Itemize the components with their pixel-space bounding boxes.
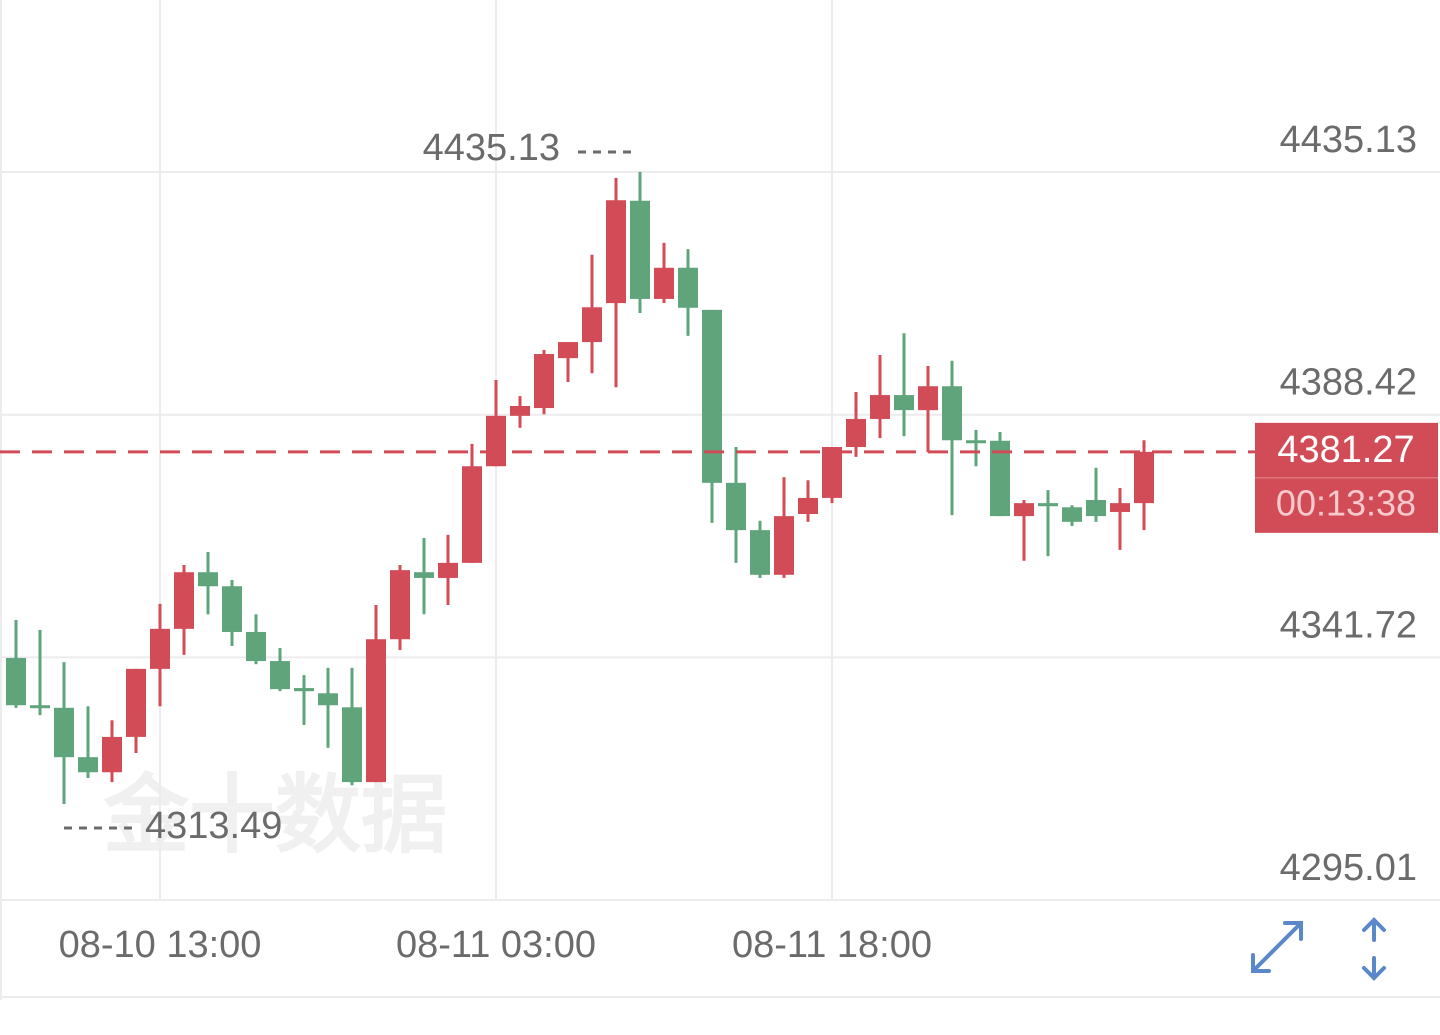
- candle-body: [870, 395, 890, 419]
- candle-body: [390, 570, 410, 640]
- candle-body: [366, 639, 386, 783]
- candle-body: [486, 415, 506, 467]
- candle-body: [294, 688, 314, 692]
- candle-body: [126, 668, 146, 737]
- candle-body: [1038, 503, 1058, 507]
- candle-body: [174, 572, 194, 629]
- candle-body: [342, 707, 362, 783]
- candle-body: [1086, 500, 1106, 517]
- candle-body: [102, 736, 122, 773]
- high-annotation: 4435.13: [423, 127, 560, 169]
- vertical-scale-icon[interactable]: [1362, 917, 1386, 981]
- candle-body: [222, 586, 242, 632]
- x-tick-label: 08-11 03:00: [396, 924, 596, 966]
- y-tick-label: 4295.01: [1280, 847, 1417, 889]
- current-price-label: 4381.27: [1277, 429, 1414, 471]
- candle-body: [990, 440, 1010, 517]
- candle-body: [1134, 451, 1154, 504]
- low-annotation: 4313.49: [145, 805, 282, 847]
- candle-body: [1014, 503, 1034, 517]
- y-tick-label: 4388.42: [1280, 362, 1417, 404]
- candle-body: [894, 395, 914, 411]
- candle-body: [1110, 503, 1130, 512]
- x-tick-label: 08-10 13:00: [59, 924, 262, 966]
- candle-body: [774, 516, 794, 575]
- candle-body: [726, 482, 746, 531]
- candle-body: [606, 200, 626, 304]
- candle-body: [198, 572, 218, 587]
- candle-body: [30, 705, 50, 709]
- candle-body: [246, 631, 266, 662]
- candle-body: [582, 307, 602, 343]
- candle-body: [918, 386, 938, 411]
- y-tick-label: 4435.13: [1280, 119, 1417, 161]
- candle-body: [150, 628, 170, 669]
- candle-body: [6, 657, 26, 706]
- x-tick-label: 08-11 18:00: [732, 924, 932, 966]
- candle-body: [414, 572, 434, 578]
- candle-body: [846, 418, 866, 448]
- candle-body: [942, 386, 962, 441]
- candle-body: [1062, 507, 1082, 522]
- candle-body: [438, 562, 458, 578]
- countdown-label: 00:13:38: [1276, 482, 1416, 523]
- expand-icon[interactable]: [1251, 921, 1303, 973]
- candle-body: [270, 661, 290, 690]
- candle-body: [702, 309, 722, 483]
- candle-body: [798, 497, 818, 515]
- candle-body: [462, 466, 482, 563]
- y-tick-label: 4341.72: [1280, 604, 1417, 646]
- candle-body: [822, 447, 842, 498]
- candle-body: [630, 200, 650, 299]
- candle-body: [966, 440, 986, 444]
- candle-body: [558, 342, 578, 359]
- candle-body: [534, 354, 554, 409]
- candle-body: [678, 267, 698, 308]
- candle-body: [54, 707, 74, 758]
- candle-body: [78, 757, 98, 773]
- candle-body: [654, 267, 674, 299]
- candle-body: [750, 530, 770, 575]
- candle-body: [510, 405, 530, 416]
- candle-body: [318, 693, 338, 706]
